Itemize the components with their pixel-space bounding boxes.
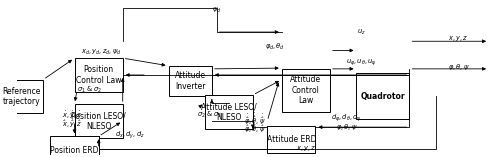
FancyBboxPatch shape — [356, 73, 410, 119]
Text: $\varphi, \theta, \psi$: $\varphi, \theta, \psi$ — [336, 122, 357, 132]
Text: Position
Control Law: Position Control Law — [76, 65, 122, 85]
FancyBboxPatch shape — [282, 69, 330, 112]
Text: Position ERD: Position ERD — [50, 146, 99, 155]
Text: $x, y, z$: $x, y, z$ — [296, 144, 316, 153]
Text: $\psi_d$: $\psi_d$ — [212, 6, 222, 15]
Text: $\varphi, \theta, \psi$: $\varphi, \theta, \psi$ — [448, 62, 469, 72]
FancyBboxPatch shape — [0, 80, 43, 113]
Text: Attitude
Control
Law: Attitude Control Law — [290, 75, 322, 105]
Text: $u_\varphi, u_\theta, u_\psi$: $u_\varphi, u_\theta, u_\psi$ — [346, 57, 376, 68]
Text: Quadrotor: Quadrotor — [360, 92, 406, 101]
Text: $u_z$: $u_z$ — [357, 27, 366, 37]
Text: Attitude
Inverter: Attitude Inverter — [174, 71, 206, 91]
Text: $\varphi_d, \theta_d$: $\varphi_d, \theta_d$ — [264, 42, 284, 52]
Text: $x, y, z$: $x, y, z$ — [448, 34, 468, 43]
Text: $\sigma_2$ & $\sigma_3$: $\sigma_2$ & $\sigma_3$ — [198, 110, 223, 120]
Text: Reference
trajectory: Reference trajectory — [2, 87, 40, 106]
Text: $\hat{x}, \hat{y}, \hat{z}$: $\hat{x}, \hat{y}, \hat{z}$ — [62, 118, 83, 130]
Text: $\dot{\hat{\varphi}}, \dot{\hat{\theta}}, \dot{\hat{\psi}}$: $\dot{\hat{\varphi}}, \dot{\hat{\theta}}… — [244, 112, 266, 127]
FancyBboxPatch shape — [74, 58, 122, 92]
FancyBboxPatch shape — [50, 136, 98, 157]
FancyBboxPatch shape — [74, 104, 122, 138]
FancyBboxPatch shape — [204, 95, 253, 129]
Text: $d_\varphi, d_\theta, d_\psi$: $d_\varphi, d_\theta, d_\psi$ — [332, 112, 362, 124]
Text: Attitude LESO/
NLESO: Attitude LESO/ NLESO — [201, 102, 256, 122]
FancyBboxPatch shape — [268, 126, 316, 153]
Text: Attitude ERD: Attitude ERD — [266, 135, 316, 144]
Text: $x_d, y_d, z_d, \psi_d$: $x_d, y_d, z_d, \psi_d$ — [81, 47, 121, 57]
Text: $\sigma_1$ & $\sigma_2$: $\sigma_1$ & $\sigma_2$ — [77, 85, 102, 95]
Text: $d_x, d_y, d_z$: $d_x, d_y, d_z$ — [115, 129, 145, 141]
Text: $\dot{x}, \dot{y}, \dot{z}$: $\dot{x}, \dot{y}, \dot{z}$ — [62, 109, 83, 121]
FancyBboxPatch shape — [168, 66, 212, 96]
Text: $\hat{\varphi}, \hat{\theta}, \hat{\psi}$: $\hat{\varphi}, \hat{\theta}, \hat{\psi}… — [244, 122, 266, 135]
Text: Position LESO/
NLESO: Position LESO/ NLESO — [72, 111, 126, 131]
